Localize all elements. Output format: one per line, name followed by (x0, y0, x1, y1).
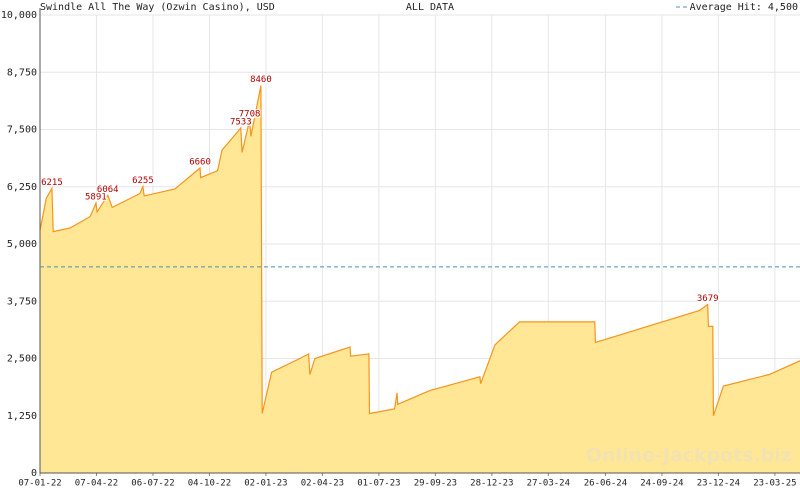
annotation: 6660 (189, 157, 211, 167)
x-tick-label: 07-01-22 (18, 479, 61, 489)
x-tick-label: 02-04-23 (301, 479, 344, 489)
x-tick-label: 01-07-23 (357, 479, 400, 489)
x-tick-label: 26-06-24 (584, 479, 627, 489)
annotation-bg (40, 177, 63, 187)
annotation: 6215 (41, 178, 63, 188)
watermark: Online-Jackpots.biz (586, 445, 792, 467)
y-tick-label: 3,750 (7, 296, 37, 307)
annotation-bg (696, 293, 719, 303)
x-tick-label: 06-07-22 (131, 479, 174, 489)
annotation-bg (249, 74, 272, 84)
annotation: 7708 (239, 109, 261, 119)
annotation-bg (189, 156, 212, 166)
annotation: 7533 (230, 117, 252, 127)
annotation: 8460 (250, 75, 272, 85)
x-tick-label: 02-01-23 (244, 479, 287, 489)
x-tick-label: 23-03-25 (753, 479, 796, 489)
line (39, 85, 800, 416)
annotation-bg (84, 192, 107, 202)
annotation-bg (229, 116, 252, 126)
x-tick-label: 24-09-24 (640, 479, 683, 489)
annotation: 6064 (97, 185, 119, 195)
annotation-bg (96, 184, 119, 194)
x-tick-label: 07-04-22 (75, 479, 118, 489)
area (40, 85, 800, 473)
x-tick-label: 27-03-24 (527, 479, 570, 489)
annotation-bg (238, 108, 261, 118)
legend-label: Average Hit: 4,500 (690, 2, 798, 13)
x-tick-label: 04-10-22 (188, 479, 231, 489)
annotation-bg (131, 175, 154, 185)
y-tick-label: 1,250 (7, 411, 37, 422)
y-tick-label: 10,000 (1, 10, 37, 21)
y-tick-label: 2,500 (7, 354, 37, 365)
y-tick-label: 7,500 (7, 125, 37, 136)
x-tick-label: 28-12-23 (470, 479, 513, 489)
annotation: 5891 (85, 193, 107, 203)
annotation: 3679 (697, 294, 719, 304)
annotation: 6255 (132, 176, 154, 186)
x-tick-label: 23-12-24 (697, 479, 740, 489)
y-tick-label: 0 (31, 468, 37, 479)
y-tick-label: 8,750 (7, 67, 37, 78)
x-tick-label: 29-09-23 (414, 479, 457, 489)
y-tick-label: 5,000 (7, 239, 37, 250)
y-tick-label: 6,250 (7, 182, 37, 193)
chart-title: Swindle All The Way (Ozwin Casino), USD (40, 2, 275, 13)
chart-subtitle: ALL DATA (406, 2, 454, 13)
